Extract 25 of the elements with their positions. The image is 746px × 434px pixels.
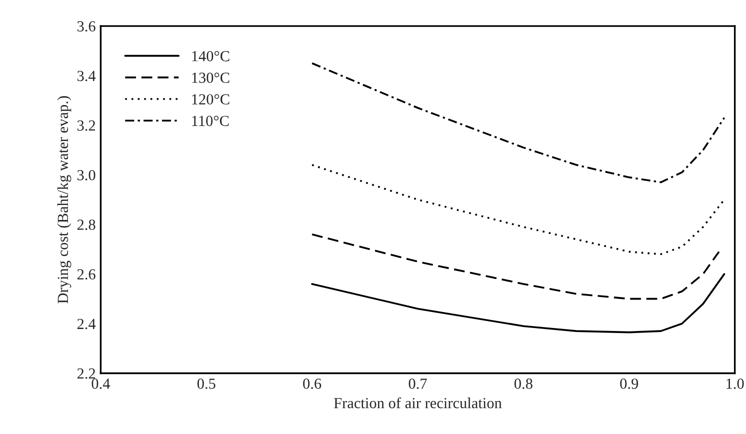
x-tick-label: 1.0 (726, 378, 744, 389)
line-series (311, 62, 726, 184)
y-tick-label: 3.6 (77, 21, 96, 32)
y-tick-label: 2.4 (77, 318, 96, 330)
x-tick-label: 0.4 (92, 378, 110, 389)
y-tick-label: 3.0 (77, 170, 96, 180)
line-series (311, 273, 726, 334)
y-axis-title: Drying cost (Baht/kg water evap.) (57, 96, 72, 304)
line-series (311, 164, 726, 256)
y-tick-label: 2.8 (77, 220, 96, 230)
legend-label: 130°C (192, 72, 230, 83)
x-tick-label: 0.6 (303, 378, 322, 389)
x-tick-label: 0.8 (514, 378, 532, 389)
legend-label: 120°C (192, 94, 230, 105)
y-tick-label: 2.6 (77, 269, 96, 280)
y-tick-label: 3.2 (77, 120, 96, 131)
legend-label: 110°C (192, 116, 229, 126)
x-tick-label: 0.5 (197, 378, 216, 389)
line-series (311, 233, 720, 300)
y-tick-label: 3.4 (77, 70, 96, 82)
x-tick-label: 0.7 (408, 378, 427, 389)
legend-label: 140°C (192, 51, 230, 62)
y-tick-label: 2.2 (77, 368, 96, 379)
x-axis-title: Fraction of air recirculation (334, 397, 502, 408)
x-tick-label: 0.9 (620, 378, 638, 389)
